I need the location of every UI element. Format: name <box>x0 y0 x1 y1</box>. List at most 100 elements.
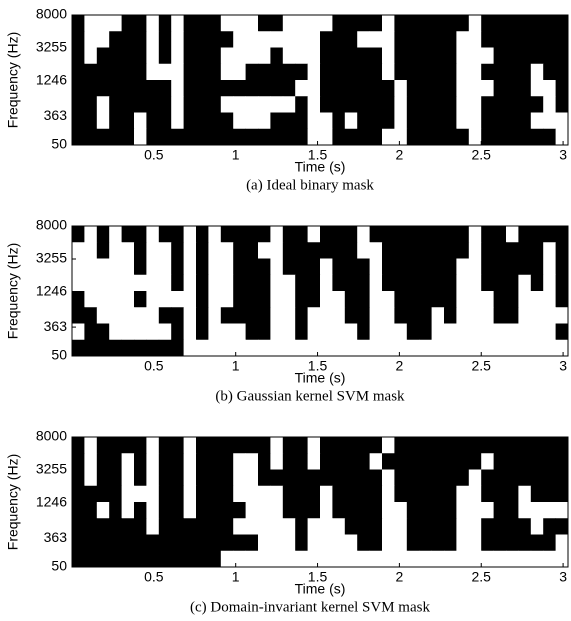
mask-cell <box>121 258 135 276</box>
mask-cell <box>134 63 147 81</box>
mask-cell <box>357 258 370 276</box>
mask-cell <box>506 469 519 487</box>
mask-cell <box>220 112 234 130</box>
mask-cell <box>72 485 85 503</box>
mask-cell <box>518 226 532 243</box>
mask-cell <box>320 15 333 32</box>
mask-cell <box>518 15 532 32</box>
mask-cell <box>468 258 482 276</box>
mask-cell <box>134 518 147 535</box>
mask-cell <box>295 226 308 243</box>
mask-cell <box>518 323 532 341</box>
mask-cell <box>146 15 160 32</box>
mask-cell <box>456 453 470 470</box>
mask-cell <box>493 453 507 470</box>
mask-cell <box>332 518 346 535</box>
mask-cell <box>109 453 122 470</box>
mask-cell <box>369 128 383 146</box>
mask-cell <box>406 31 420 48</box>
mask-cell <box>543 307 556 324</box>
mask-cell <box>295 63 308 81</box>
mask-cell <box>270 469 284 487</box>
mask-cell <box>134 307 147 324</box>
mask-cell <box>121 307 135 324</box>
mask-cell <box>270 534 284 552</box>
mask-cell <box>543 31 556 48</box>
mask-cell <box>394 96 408 113</box>
mask-cell <box>456 534 470 552</box>
mask-cell <box>196 502 209 519</box>
mask-cell <box>456 47 470 65</box>
mask-cell <box>245 339 259 357</box>
mask-cell <box>208 502 222 519</box>
mask-cell <box>518 307 532 324</box>
mask-cell <box>332 15 346 32</box>
mask-cell <box>183 31 197 48</box>
mask-cell <box>72 96 85 113</box>
mask-cell <box>96 274 110 292</box>
mask-cell <box>208 323 222 341</box>
mask-cell <box>96 128 110 146</box>
mask-cell <box>171 112 184 130</box>
mask-cell <box>196 47 209 65</box>
mask-cell <box>96 339 110 357</box>
mask-cell <box>543 323 556 341</box>
mask-cell <box>369 291 383 308</box>
mask-cell <box>96 550 110 568</box>
mask-cell <box>121 128 135 146</box>
mask-cell <box>332 242 346 259</box>
mask-cell <box>121 31 135 48</box>
mask-cell <box>109 15 122 32</box>
mask-cell <box>506 323 519 341</box>
mask-cell <box>468 323 482 341</box>
mask-cell <box>506 128 519 146</box>
mask-cell <box>208 63 222 81</box>
y-axis-label: Frequency (Hz) <box>5 454 21 550</box>
mask-cell <box>431 518 445 535</box>
mask-cell <box>444 534 457 552</box>
mask-cell <box>96 226 110 243</box>
mask-cell <box>332 274 346 292</box>
mask-cell <box>158 502 172 519</box>
mask-cell <box>245 80 259 97</box>
mask-cell <box>506 258 519 276</box>
mask-cell <box>320 47 333 65</box>
mask-cell <box>84 307 98 324</box>
mask-cell <box>468 128 482 146</box>
mask-cell <box>518 112 532 130</box>
mask-cell <box>394 258 408 276</box>
mask-cell <box>444 518 457 535</box>
mask-cell <box>208 96 222 113</box>
mask-cell <box>382 242 395 259</box>
mask-cell <box>196 453 209 470</box>
mask-cell <box>444 31 457 48</box>
x-tick-label: 1 <box>232 569 240 585</box>
mask-cell <box>295 128 308 146</box>
mask-cell <box>146 258 160 276</box>
mask-cell <box>220 437 234 454</box>
mask-cell <box>295 502 308 519</box>
mask-cell <box>258 226 271 243</box>
mask-cell <box>96 469 110 487</box>
mask-cell <box>84 534 98 552</box>
mask-cell <box>543 550 556 568</box>
mask-cell <box>146 323 160 341</box>
mask-cell <box>295 518 308 535</box>
mask-cell <box>282 112 296 130</box>
mask-cell <box>158 485 172 503</box>
mask-cell <box>357 550 370 568</box>
mask-cell <box>307 258 321 276</box>
mask-cell <box>233 550 246 568</box>
mask-cell <box>258 534 271 552</box>
mask-cell <box>320 437 333 454</box>
mask-cell <box>468 534 482 552</box>
mask-cell <box>270 518 284 535</box>
mask-cell <box>171 534 184 552</box>
mask-cell <box>282 80 296 97</box>
mask-cell <box>134 112 147 130</box>
mask-cell <box>382 63 395 81</box>
mask-cell <box>493 258 507 276</box>
mask-cell <box>196 469 209 487</box>
mask-cell <box>84 63 98 81</box>
mask-cell <box>431 502 445 519</box>
